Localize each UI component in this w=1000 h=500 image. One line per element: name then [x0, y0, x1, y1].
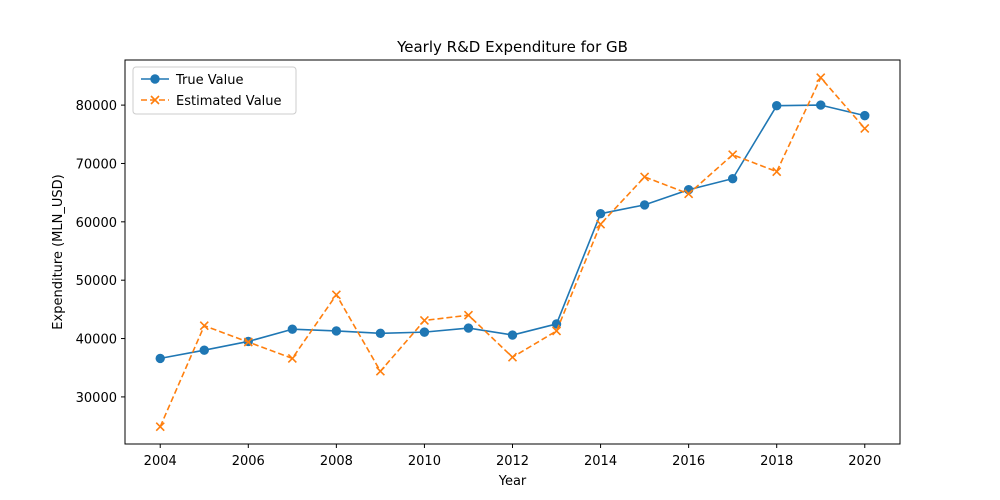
data-point [331, 326, 342, 336]
data-point [150, 74, 160, 84]
data-point [551, 326, 562, 336]
data-point [595, 208, 606, 219]
data-point [596, 219, 606, 229]
data-point [331, 290, 341, 300]
data-point [375, 328, 386, 338]
x-tick-label: 2014 [584, 454, 617, 469]
plot-area [155, 73, 870, 432]
data-point [727, 173, 738, 184]
legend: True Value Estimated Value [132, 66, 297, 115]
x-tick-label: 2008 [320, 454, 353, 469]
data-point [816, 73, 826, 83]
legend-label: Estimated Value [176, 94, 282, 109]
x-axis: 2004 2006 2008 2010 2012 2014 2016 2018 2020 [144, 444, 881, 469]
x-tick-label: 2018 [760, 454, 793, 469]
x-tick-label: 2006 [232, 454, 265, 469]
data-point [199, 321, 209, 331]
y-tick-label: 40000 [76, 333, 117, 348]
x-tick-label: 2010 [408, 454, 441, 469]
data-point [640, 172, 650, 182]
y-tick-label: 50000 [76, 274, 117, 289]
data-point [463, 323, 474, 333]
data-point [199, 345, 209, 355]
data-point [507, 352, 518, 362]
x-tick-label: 2004 [144, 454, 177, 469]
x-axis-label: Year [498, 474, 527, 489]
y-tick-label: 70000 [76, 157, 117, 172]
x-tick-label: 2020 [848, 454, 881, 469]
data-point [155, 353, 165, 364]
y-axis-label: Expenditure (MLN_USD) [51, 174, 66, 329]
data-point [772, 167, 782, 177]
x-tick-label: 2016 [672, 454, 705, 469]
data-point [463, 310, 474, 320]
data-point [419, 327, 430, 337]
legend-box [132, 66, 297, 115]
data-point [155, 422, 165, 432]
data-point [860, 123, 870, 134]
data-point [816, 100, 826, 110]
y-axis: 30000 40000 50000 60000 70000 80000 [76, 99, 125, 406]
data-point [772, 100, 782, 111]
data-point [728, 150, 738, 160]
data-point [375, 366, 385, 376]
y-tick-label: 30000 [76, 391, 117, 406]
data-point [683, 185, 694, 195]
data-point [287, 324, 298, 334]
data-point [419, 315, 429, 326]
chart-title: Yearly R&D Expenditure for GB [396, 38, 628, 56]
data-point [150, 95, 160, 105]
data-point [507, 330, 518, 340]
x-tick-label: 2012 [496, 454, 529, 469]
series-estimated-value [155, 73, 870, 432]
legend-label: True Value [175, 73, 243, 88]
y-tick-label: 80000 [76, 99, 117, 114]
data-point [860, 110, 870, 121]
data-point [684, 189, 694, 199]
data-point [639, 200, 650, 210]
y-tick-label: 60000 [76, 216, 117, 231]
data-point [243, 337, 253, 347]
data-point [287, 353, 297, 363]
